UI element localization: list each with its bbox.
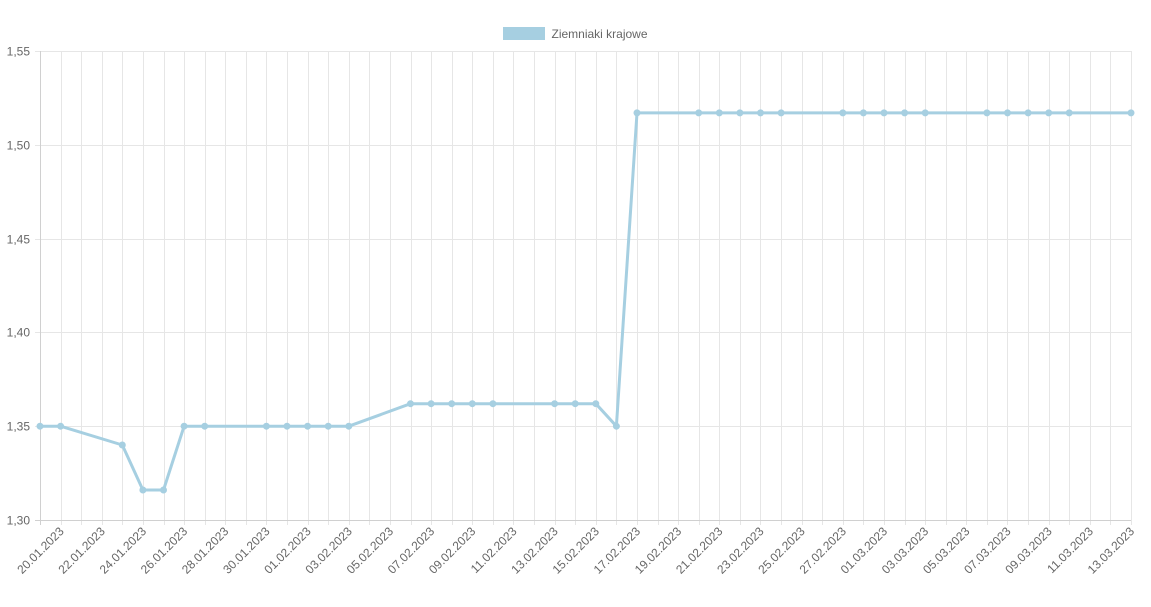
data-point xyxy=(880,109,888,117)
data-point xyxy=(777,109,785,117)
data-point xyxy=(283,422,291,430)
y-tick-label: 1,45 xyxy=(7,233,31,247)
y-axis-ticks: 1,30 1,35 1,40 1,45 1,50 1,55 xyxy=(7,45,31,528)
data-point xyxy=(324,422,332,430)
data-point xyxy=(1045,109,1053,117)
y-tick-label: 1,55 xyxy=(7,45,31,59)
data-point xyxy=(839,109,847,117)
data-point xyxy=(407,400,414,408)
x-axis-ticks: 20.01.202322.01.202324.01.202326.01.2023… xyxy=(14,524,1137,577)
data-point xyxy=(57,422,65,430)
data-point xyxy=(983,109,991,117)
data-point xyxy=(180,422,188,430)
data-point xyxy=(1127,109,1135,117)
y-tick-label: 1,30 xyxy=(7,514,31,528)
data-point xyxy=(859,109,867,117)
y-tick-label: 1,50 xyxy=(7,139,31,153)
data-point xyxy=(571,400,579,408)
data-point xyxy=(489,400,497,408)
data-point xyxy=(36,422,44,430)
y-tick-label: 1,35 xyxy=(7,420,31,434)
data-point xyxy=(448,400,456,408)
data-point xyxy=(921,109,929,117)
data-point xyxy=(1004,109,1011,117)
data-point xyxy=(345,422,353,430)
series-line xyxy=(38,111,1133,492)
data-point xyxy=(118,441,126,449)
data-point xyxy=(468,400,476,408)
data-point xyxy=(139,486,147,494)
data-point xyxy=(1065,109,1073,117)
data-point xyxy=(715,109,723,117)
legend-swatch xyxy=(503,27,546,41)
data-point xyxy=(262,422,270,430)
data-point xyxy=(427,400,435,408)
grid-lines xyxy=(35,51,1132,525)
series-layer xyxy=(36,109,1135,494)
data-point xyxy=(901,109,909,117)
y-tick-label: 1,40 xyxy=(7,326,31,340)
data-point xyxy=(304,422,312,430)
data-point xyxy=(736,109,744,117)
data-point xyxy=(160,486,167,494)
chart-legend[interactable]: Ziemniaki krajowe xyxy=(0,26,1151,41)
data-point xyxy=(633,109,641,117)
legend-label: Ziemniaki krajowe xyxy=(551,26,648,41)
data-point xyxy=(201,422,209,430)
data-point xyxy=(757,109,764,117)
data-point xyxy=(592,400,600,408)
data-point xyxy=(1024,109,1032,117)
data-point xyxy=(551,400,559,408)
data-point xyxy=(695,109,703,117)
data-point xyxy=(612,422,620,430)
